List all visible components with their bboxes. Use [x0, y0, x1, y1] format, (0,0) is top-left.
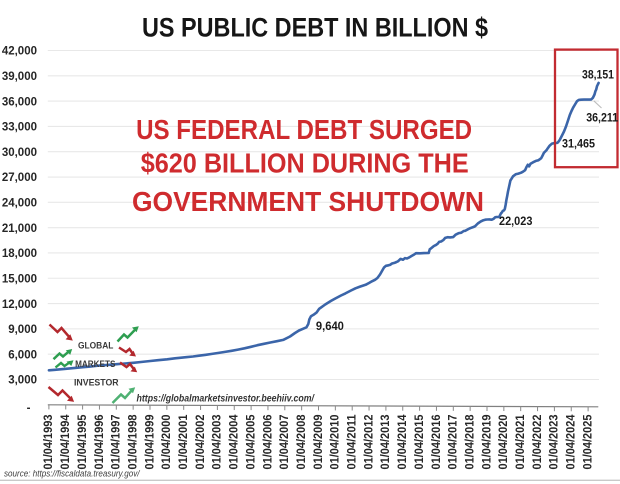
svg-text:36,000: 36,000: [2, 96, 37, 108]
svg-text:15,000: 15,000: [2, 273, 37, 285]
svg-text:01/04/2014: 01/04/2014: [397, 414, 409, 470]
svg-text:12,000: 12,000: [2, 299, 37, 311]
svg-text:01/04/2011: 01/04/2011: [347, 414, 359, 470]
svg-text:01/04/2018: 01/04/2018: [464, 414, 476, 470]
svg-text:9,000: 9,000: [8, 324, 37, 336]
svg-text:01/04/1998: 01/04/1998: [127, 414, 139, 470]
svg-text:01/04/2004: 01/04/2004: [229, 414, 241, 470]
svg-text:27,000: 27,000: [2, 172, 37, 184]
svg-text:21,000: 21,000: [2, 223, 37, 235]
svg-text:01/04/2007: 01/04/2007: [279, 415, 291, 470]
svg-text:01/04/2025: 01/04/2025: [582, 414, 594, 470]
svg-text:01/04/2001: 01/04/2001: [178, 414, 190, 470]
svg-text:01/04/2020: 01/04/2020: [498, 415, 510, 470]
svg-text:01/04/2013: 01/04/2013: [380, 415, 392, 470]
svg-text:GLOBAL: GLOBAL: [78, 340, 114, 350]
svg-text:01/04/2022: 01/04/2022: [532, 415, 544, 470]
svg-text:01/04/2021: 01/04/2021: [515, 414, 527, 470]
svg-text:38,151: 38,151: [582, 70, 615, 82]
svg-text:39,000: 39,000: [2, 71, 37, 83]
svg-text:01/04/2006: 01/04/2006: [262, 415, 274, 470]
svg-text:01/04/1995: 01/04/1995: [77, 414, 89, 470]
svg-text:31,465: 31,465: [562, 139, 596, 151]
svg-text:GOVERNMENT SHUTDOWN: GOVERNMENT SHUTDOWN: [132, 186, 484, 217]
svg-text:30,000: 30,000: [2, 147, 37, 159]
svg-text:01/04/2008: 01/04/2008: [296, 414, 308, 470]
svg-text:MARKETS: MARKETS: [75, 359, 115, 369]
svg-text:01/04/2024: 01/04/2024: [566, 414, 578, 470]
svg-text:US PUBLIC DEBT IN BILLION $: US PUBLIC DEBT IN BILLION $: [142, 12, 488, 42]
svg-text:01/04/2017: 01/04/2017: [448, 415, 460, 470]
svg-text:01/04/2000: 01/04/2000: [161, 415, 173, 470]
svg-text:01/04/1999: 01/04/1999: [144, 415, 156, 470]
svg-text:-: -: [27, 402, 31, 414]
svg-text:24,000: 24,000: [2, 198, 37, 210]
svg-text:6,000: 6,000: [8, 349, 37, 361]
svg-text:https://globalmarketsinvestor.: https://globalmarketsinvestor.beehiiv.co…: [137, 393, 316, 404]
svg-text:01/04/1994: 01/04/1994: [60, 414, 72, 470]
svg-text:01/04/2019: 01/04/2019: [481, 415, 493, 470]
svg-text:$620 BILLION DURING THE: $620 BILLION DURING THE: [141, 148, 469, 179]
svg-text:01/04/2009: 01/04/2009: [313, 415, 325, 470]
svg-text:01/04/2016: 01/04/2016: [431, 415, 443, 470]
svg-text:01/04/2015: 01/04/2015: [414, 414, 426, 470]
svg-text:01/04/2023: 01/04/2023: [549, 415, 561, 470]
svg-text:01/04/2012: 01/04/2012: [363, 415, 375, 470]
svg-text:INVESTOR: INVESTOR: [74, 377, 119, 387]
svg-text:US FEDERAL DEBT SURGED: US FEDERAL DEBT SURGED: [136, 114, 472, 145]
svg-text:36,211: 36,211: [586, 112, 619, 124]
svg-text:01/04/1996: 01/04/1996: [94, 415, 106, 470]
svg-text:9,640: 9,640: [316, 321, 344, 333]
svg-text:01/04/1997: 01/04/1997: [111, 415, 123, 470]
svg-text:01/04/2010: 01/04/2010: [330, 415, 342, 470]
svg-text:01/04/2002: 01/04/2002: [195, 415, 207, 470]
svg-text:42,000: 42,000: [2, 46, 37, 58]
svg-text:01/04/1993: 01/04/1993: [43, 415, 55, 470]
svg-text:01/04/2003: 01/04/2003: [212, 415, 224, 470]
svg-text:22,023: 22,023: [499, 216, 532, 228]
svg-text:source: https://fiscaldata.tre: source: https://fiscaldata.treasury.gov/: [4, 468, 141, 479]
svg-text:3,000: 3,000: [8, 375, 37, 387]
svg-text:33,000: 33,000: [2, 122, 37, 134]
svg-text:01/04/2005: 01/04/2005: [245, 414, 257, 470]
svg-text:18,000: 18,000: [2, 248, 37, 260]
